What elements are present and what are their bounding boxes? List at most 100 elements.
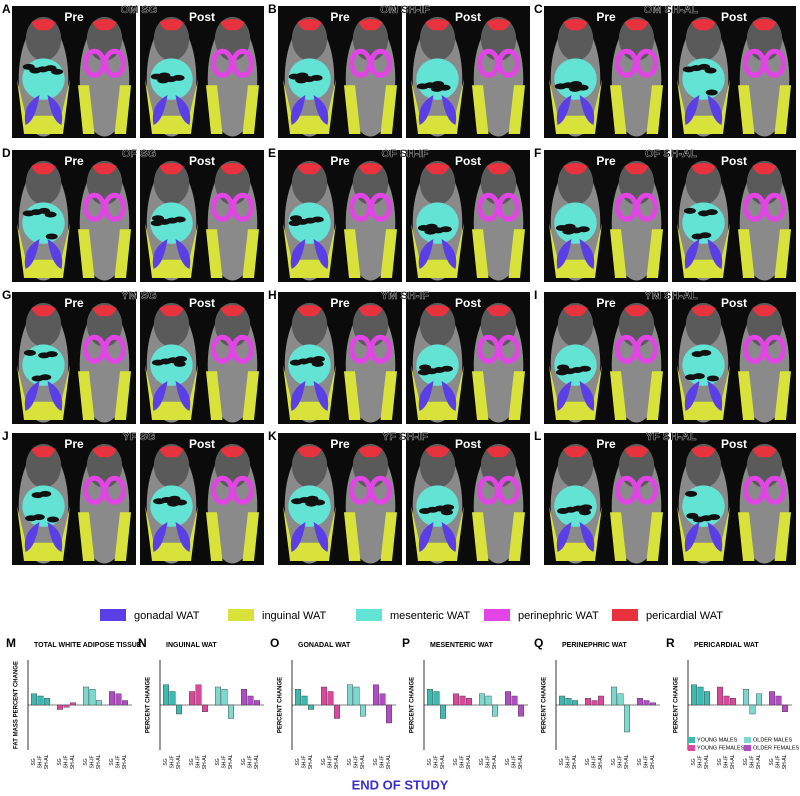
pericardial-fat	[425, 163, 450, 175]
pre-label: Pre	[596, 296, 616, 310]
bar	[611, 686, 617, 706]
thorax	[557, 16, 594, 61]
bar	[321, 686, 327, 706]
gonadal-fat	[684, 521, 723, 552]
post-label: Post	[189, 10, 215, 24]
chart-letter: P	[402, 636, 410, 650]
x-tick-label: SH-AL	[44, 754, 50, 769]
pre-label: Pre	[596, 437, 616, 451]
gut	[424, 228, 437, 235]
bar	[83, 686, 89, 706]
post-label: Post	[721, 437, 747, 451]
bar	[353, 686, 360, 706]
x-tick-label: SG	[585, 758, 591, 765]
inguinal-fat	[206, 85, 259, 134]
legend-swatch	[612, 609, 638, 621]
gut	[25, 515, 38, 522]
x-tick-label: SG	[295, 758, 301, 765]
panel-title: OF SG	[122, 148, 156, 160]
pericardial-fat	[691, 19, 716, 31]
x-tick-label: SH-AL	[704, 754, 710, 769]
pericardial-fat	[31, 163, 56, 175]
gonadal-fat	[24, 380, 63, 411]
x-tick-label: SG	[717, 758, 723, 765]
x-tick-label: SH-AL	[440, 754, 446, 769]
bar	[70, 702, 76, 706]
perinephric-fat	[369, 48, 393, 78]
panel-letter: C	[534, 2, 543, 16]
inguinal-fat	[472, 371, 525, 420]
gonadal-fat	[290, 238, 329, 269]
chart-letter: Q	[534, 636, 543, 650]
gonadal-fat	[684, 238, 723, 269]
pericardial-fat	[358, 163, 383, 175]
gut	[151, 359, 164, 366]
x-tick-label: SG	[57, 758, 63, 765]
chart-title: GONADAL WAT	[298, 642, 351, 649]
x-tick-label: SH-AL	[518, 754, 524, 769]
perinephric-fat	[231, 48, 255, 78]
gut	[568, 85, 581, 92]
panel-letter: G	[2, 288, 11, 302]
post-label: Post	[189, 296, 215, 310]
gut	[305, 500, 318, 507]
perinephric-fat	[103, 192, 127, 222]
gonadal-fat	[556, 380, 595, 411]
legend-swatch	[688, 745, 695, 751]
post-label: Post	[189, 437, 215, 451]
bar	[440, 704, 446, 719]
y-axis-label: FAT MASS PERCENT CHANGE	[14, 661, 20, 749]
pericardial-fat	[486, 163, 511, 175]
gonadal-fat	[684, 94, 723, 125]
legend-label: perinephric WAT	[518, 610, 599, 622]
pericardial-fat	[691, 446, 716, 458]
gonadal-fat	[290, 380, 329, 411]
gut	[691, 351, 704, 358]
perinephric-fat	[763, 475, 787, 505]
x-tick-label: SH-AL	[572, 754, 578, 769]
bar	[122, 700, 128, 706]
bar	[511, 695, 518, 706]
inguinal-fat	[344, 512, 397, 561]
pericardial-fat	[297, 163, 322, 175]
pericardial-fat	[297, 305, 322, 317]
perinephric-fat	[763, 334, 787, 364]
inguinal-fat	[738, 371, 791, 420]
legend-swatch	[100, 609, 126, 621]
bar	[176, 704, 182, 715]
pericardial-fat	[92, 19, 117, 31]
perinephric-fat	[103, 334, 127, 364]
inguinal-fat	[472, 85, 525, 134]
perinephric-fat	[635, 48, 659, 78]
x-tick-label: SH-AL	[650, 754, 656, 769]
pericardial-fat	[159, 19, 184, 31]
panel-letter: A	[2, 2, 11, 16]
x-tick-label: SH-IF	[196, 755, 202, 768]
pericardial-fat	[691, 305, 716, 317]
x-tick-label: SH-AL	[492, 754, 498, 769]
panel-letter: D	[2, 146, 11, 160]
pericardial-fat	[752, 163, 777, 175]
pre-label: Pre	[64, 437, 84, 451]
bar	[518, 704, 524, 717]
gonadal-fat	[290, 521, 329, 552]
gut	[554, 83, 567, 90]
perinephric-fat	[369, 192, 393, 222]
pericardial-fat	[358, 19, 383, 31]
inguinal-fat	[344, 85, 397, 134]
x-tick-label: SG	[241, 758, 247, 765]
pre-label: Pre	[330, 296, 350, 310]
x-tick-label: SH-IF	[486, 755, 492, 768]
x-tick-label: SH-AL	[96, 754, 102, 769]
x-tick-label: SH-IF	[434, 755, 440, 768]
chart-title: TOTAL WHITE ADIPOSE TISSUE	[34, 642, 142, 649]
pericardial-fat	[563, 446, 588, 458]
panel-title: YF SG	[122, 431, 155, 443]
perinephric-fat	[369, 475, 393, 505]
gonadal-fat	[418, 94, 457, 125]
bar	[386, 704, 392, 724]
footer: END OF STUDY	[352, 777, 449, 792]
bar	[637, 698, 643, 706]
x-tick-label: SH-AL	[756, 754, 762, 769]
bar	[717, 686, 723, 706]
